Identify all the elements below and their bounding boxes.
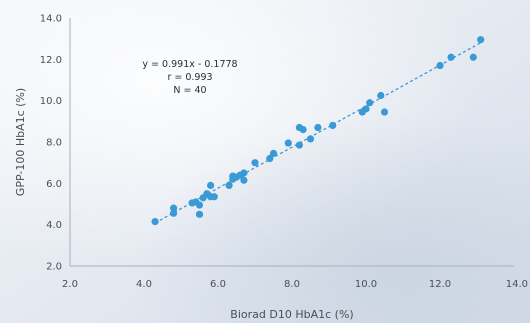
y-axis-title: GPP-100 HbA1c (%) — [14, 88, 27, 196]
x-tick-label: 12.0 — [429, 279, 451, 290]
data-point — [240, 169, 248, 177]
data-point — [477, 36, 485, 44]
annotation-r-value: r = 0.993 — [167, 72, 212, 83]
data-point — [380, 108, 389, 116]
y-tick-label: 4.0 — [46, 220, 62, 231]
y-tick-label: 6.0 — [46, 179, 62, 190]
y-tick-label: 12.0 — [40, 55, 62, 66]
data-point — [469, 53, 477, 61]
data-point — [329, 121, 337, 130]
x-axis-title: Biorad D10 HbA1c (%) — [230, 308, 353, 321]
annotation-equation: y = 0.991x - 0.1778 — [142, 59, 237, 70]
data-point — [377, 91, 385, 100]
y-tick-label: 8.0 — [46, 138, 62, 149]
x-tick-label: 10.0 — [355, 279, 377, 290]
data-point — [314, 123, 322, 132]
data-point — [366, 99, 374, 107]
data-point — [284, 139, 292, 147]
data-point — [251, 159, 259, 167]
data-point — [195, 210, 204, 218]
data-point — [269, 149, 278, 157]
x-tick-label: 8.0 — [284, 279, 300, 290]
y-tick-label: 2.0 — [46, 262, 62, 273]
data-point — [436, 61, 444, 70]
data-point — [240, 176, 248, 184]
x-tick-label: 2.0 — [62, 279, 78, 290]
data-point — [151, 217, 159, 226]
data-point — [170, 209, 178, 217]
y-tick-labels: 2.0 4.0 6.0 8.0 10.0 12.0 14.0 — [40, 14, 62, 273]
data-point — [195, 201, 204, 209]
data-point — [266, 154, 274, 163]
data-point — [170, 204, 178, 212]
x-tick-label: 4.0 — [136, 279, 152, 290]
x-tick-label: 14.0 — [506, 279, 528, 290]
data-point — [362, 105, 370, 113]
data-point — [447, 53, 455, 61]
annotation-n-count: N = 40 — [173, 85, 206, 96]
x-tick-labels: 2.0 4.0 6.0 8.0 10.0 12.0 14.0 — [62, 279, 528, 290]
data-point — [299, 126, 307, 134]
data-point — [210, 193, 218, 201]
data-points — [151, 36, 485, 226]
data-point — [207, 181, 215, 189]
regression-annotation: y = 0.991x - 0.1778 r = 0.993 N = 40 — [142, 59, 237, 96]
x-tick-label: 6.0 — [210, 279, 226, 290]
y-tick-label: 14.0 — [40, 14, 62, 25]
data-point — [306, 135, 315, 143]
data-point — [295, 141, 303, 149]
data-point — [225, 181, 233, 189]
y-tick-label: 10.0 — [40, 96, 62, 107]
